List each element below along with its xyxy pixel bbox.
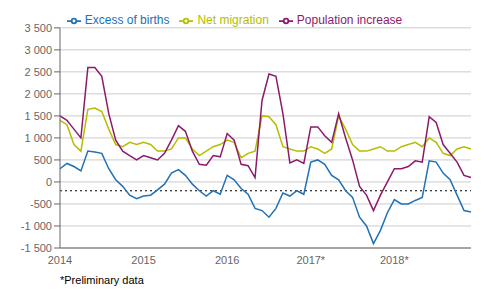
html-text:Excess of births: Excess of births [84, 13, 170, 27]
svg-text:2018*: 2018* [380, 254, 409, 266]
svg-text:500: 500 [34, 154, 52, 166]
svg-text:1 000: 1 000 [24, 132, 52, 144]
svg-text:3 500: 3 500 [24, 22, 52, 34]
svg-text:2 000: 2 000 [24, 88, 52, 100]
svg-text:2 500: 2 500 [24, 66, 52, 78]
html-text:Net migration: Net migration [197, 13, 269, 27]
svg-text:-1 000: -1 000 [21, 220, 52, 232]
html-text:Population increase: Population increase [296, 13, 403, 27]
svg-text:-1 500: -1 500 [21, 242, 52, 254]
svg-text:2015: 2015 [131, 254, 155, 266]
svg-text:2016: 2016 [215, 254, 239, 266]
svg-text:2017*: 2017* [296, 254, 325, 266]
svg-text:0: 0 [46, 176, 52, 188]
svg-text:2014: 2014 [48, 254, 72, 266]
html-text:*Preliminary data: *Preliminary data [60, 274, 144, 286]
svg-text:1 500: 1 500 [24, 110, 52, 122]
svg-text:3 000: 3 000 [24, 44, 52, 56]
svg-text:-500: -500 [30, 198, 52, 210]
